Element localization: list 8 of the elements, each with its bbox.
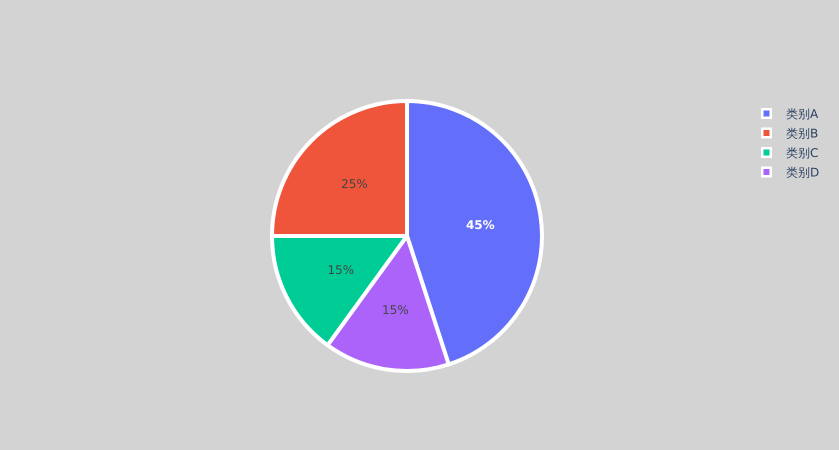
data-label: 15% — [328, 263, 354, 278]
legend-label: 类别D — [786, 166, 820, 180]
data-label: 15% — [382, 302, 409, 317]
data-label: 45% — [466, 218, 495, 232]
legend-label: 类别C — [786, 146, 818, 160]
data-label: 25% — [341, 176, 368, 191]
legend-label: 类别A — [786, 107, 819, 121]
legend-label: 类别B — [786, 126, 818, 140]
